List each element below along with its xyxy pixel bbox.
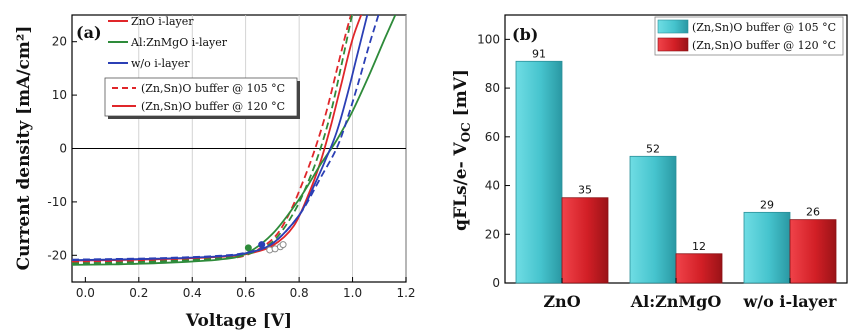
legend-label-alznmgo: Al:ZnMgO i-layer bbox=[130, 36, 228, 49]
bar bbox=[629, 155, 677, 284]
legend-label-120: (Zn,Sn)O buffer @ 120 °C bbox=[141, 100, 285, 113]
y-tick-label: -10 bbox=[47, 195, 67, 209]
legend-swatch-120 bbox=[657, 37, 689, 52]
bar-data-label: 12 bbox=[692, 240, 706, 253]
bar bbox=[561, 197, 609, 284]
y-tick-label: 20 bbox=[485, 227, 500, 241]
panel-b-label: (b) bbox=[512, 25, 538, 44]
panel-a-grid bbox=[138, 15, 407, 282]
category-label: ZnO bbox=[543, 292, 580, 311]
legend-box-shadow-bottom bbox=[108, 116, 300, 119]
panel-b-bars: 91 35 ZnO 52 12 Al:ZnMgO 29 26 w/o i-layer bbox=[515, 47, 838, 311]
bar bbox=[789, 219, 837, 284]
y-tick-label: 0 bbox=[59, 142, 67, 156]
y-tick-label: 80 bbox=[485, 81, 500, 95]
panel-a-legend-layers: ZnO i-layer Al:ZnMgO i-layer w/o i-layer bbox=[108, 15, 228, 70]
jv-curve bbox=[72, 15, 380, 261]
category-label: w/o i-layer bbox=[743, 292, 838, 311]
x-tick-label: 0.4 bbox=[183, 286, 202, 300]
y-tick-label: -20 bbox=[47, 248, 67, 262]
legend-label-wo: w/o i-layer bbox=[131, 57, 190, 70]
panel-b-legend: (Zn,Sn)O buffer @ 105 °C (Zn,Sn)O buffer… bbox=[654, 16, 844, 56]
panel-a-label: (a) bbox=[76, 23, 102, 42]
panel-a-ylabel: Current density [mA/cm²] bbox=[14, 26, 34, 271]
panel-a-mpp-markers bbox=[244, 241, 287, 254]
y-tick-label: 100 bbox=[477, 32, 500, 46]
category-label: Al:ZnMgO bbox=[630, 292, 722, 311]
x-tick-label: 0.0 bbox=[76, 286, 95, 300]
y-tick-label: 10 bbox=[52, 88, 67, 102]
bar bbox=[515, 60, 563, 284]
y-tick-label: 60 bbox=[485, 130, 500, 144]
panel-b-ticks: 0 20 40 60 80 100 bbox=[477, 32, 510, 290]
x-tick-label: 0.6 bbox=[236, 286, 255, 300]
bar-data-label: 91 bbox=[532, 47, 546, 60]
legend-label-105: (Zn,Sn)O buffer @ 105 °C bbox=[141, 82, 285, 95]
legend-label-zno: ZnO i-layer bbox=[131, 15, 194, 28]
bar-data-label: 26 bbox=[806, 206, 820, 219]
panel-a-xlabel: Voltage [V] bbox=[185, 311, 292, 331]
panel-b-legend-label-105: (Zn,Sn)O buffer @ 105 °C bbox=[692, 21, 836, 34]
panel-a-legend-buffers: (Zn,Sn)O buffer @ 105 °C (Zn,Sn)O buffer… bbox=[104, 77, 300, 119]
panel-b-legend-label-120: (Zn,Sn)O buffer @ 120 °C bbox=[692, 39, 836, 52]
panel-a-ticks: 0.0 0.2 0.4 0.6 0.8 1.0 1.2 -20 -10 0 10 20 bbox=[47, 35, 415, 300]
y-tick-label: 40 bbox=[485, 179, 500, 193]
bar-data-label: 35 bbox=[578, 184, 592, 197]
panel-b-ylabel: qFLs/e- VOC [mV] bbox=[451, 69, 473, 231]
y-tick-label: 0 bbox=[492, 276, 500, 290]
mpp-marker bbox=[244, 244, 252, 252]
mpp-marker bbox=[258, 241, 266, 249]
x-tick-label: 1.2 bbox=[396, 286, 415, 300]
mpp-marker bbox=[279, 241, 287, 249]
panel-b: 0 20 40 60 80 100 91 35 ZnO 52 12 Al:ZnMgO 29 26 w/o … bbox=[451, 14, 848, 311]
legend-swatch-105 bbox=[657, 19, 689, 34]
x-tick-label: 0.8 bbox=[290, 286, 309, 300]
legend-box bbox=[104, 77, 298, 117]
panel-a: 0.0 0.2 0.4 0.6 0.8 1.0 1.2 -20 -10 0 10 20 (a) ZnO… bbox=[14, 14, 416, 331]
panel-a-curves bbox=[72, 15, 397, 266]
legend-box-shadow-right bbox=[297, 81, 300, 119]
bar bbox=[743, 211, 791, 284]
x-tick-label: 1.0 bbox=[343, 286, 362, 300]
y-tick-label: 20 bbox=[52, 35, 67, 49]
bar bbox=[675, 253, 723, 284]
bar-data-label: 29 bbox=[760, 198, 774, 211]
jv-curve bbox=[72, 15, 397, 266]
x-tick-label: 0.2 bbox=[129, 286, 148, 300]
jv-curve bbox=[72, 15, 353, 265]
bar-data-label: 52 bbox=[646, 142, 660, 155]
